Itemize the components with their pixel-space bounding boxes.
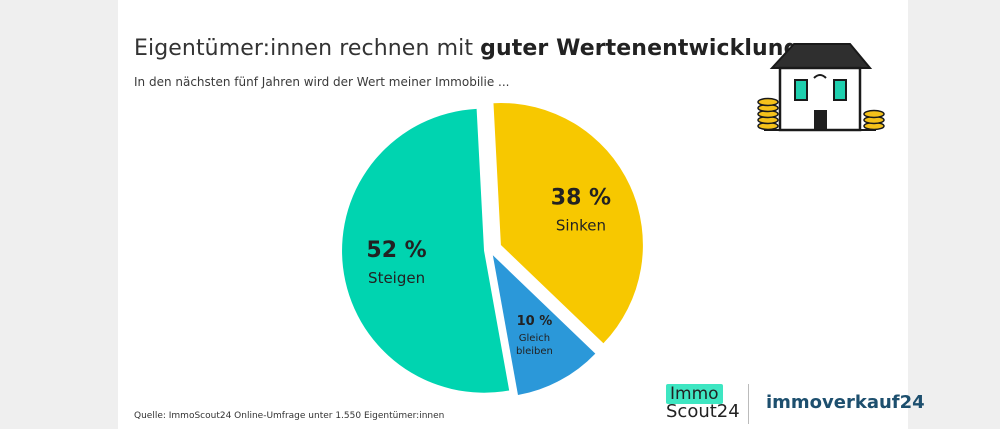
immoscout-logo-top: Immo xyxy=(666,384,723,404)
slice-value-label-gleich-bleiben: 10 % xyxy=(517,314,553,329)
immoscout24-logo: Immo Scout24 xyxy=(666,384,740,422)
slice-value-label-sinken: 38 % xyxy=(551,185,611,210)
logo-divider xyxy=(748,384,749,424)
house-with-coins-icon xyxy=(757,43,885,132)
immoscout-logo-bottom: Scout24 xyxy=(666,401,740,422)
slice-text-label-gleich-bleiben-2: bleiben xyxy=(516,346,553,357)
immoverkauf24-logo: immoverkauf24 xyxy=(766,392,925,413)
source-note: Quelle: ImmoScout24 Online-Umfrage unter… xyxy=(134,411,445,421)
pie-slice-sinken xyxy=(493,103,643,344)
slice-text-label-gleich-bleiben-1: Gleich xyxy=(519,333,550,344)
slice-text-label-sinken: Sinken xyxy=(556,216,606,234)
title-bold: guter Wertenentwicklung xyxy=(480,36,800,61)
pie-slice-gleich-bleiben xyxy=(492,255,596,396)
slice-value-label-steigen: 52 % xyxy=(366,238,426,263)
slice-text-label-steigen: Steigen xyxy=(368,269,425,287)
chart-title: Eigentümer:innen rechnen mit guter Werte… xyxy=(134,36,799,61)
title-regular: Eigentümer:innen rechnen mit xyxy=(134,36,474,61)
chart-subtitle: In den nächsten fünf Jahren wird der Wer… xyxy=(134,75,510,89)
pie-slice-steigen xyxy=(342,108,510,393)
